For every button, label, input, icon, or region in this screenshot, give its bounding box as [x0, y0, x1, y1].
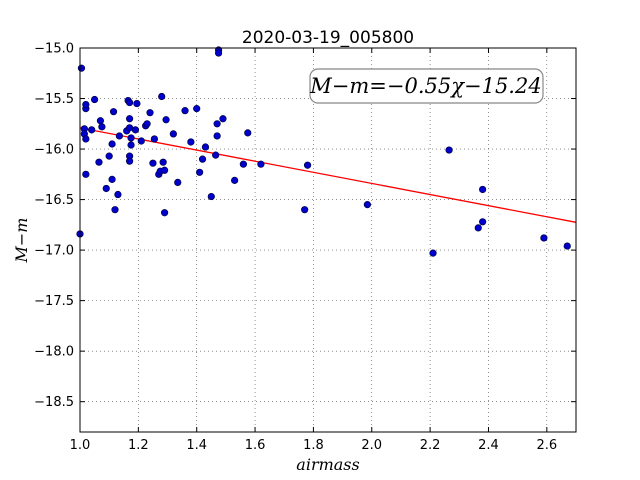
data-point: [114, 190, 122, 199]
y-tick-label: −17.0: [34, 244, 74, 259]
fit-line: [79, 127, 577, 223]
data-point: [214, 49, 223, 57]
x-tick-label: 2.2: [420, 438, 441, 453]
data-point: [213, 132, 221, 140]
data-point: [231, 176, 239, 184]
annotation-box: M−m=−0.55χ−15.24: [309, 68, 544, 104]
y-tick-label: −16.5: [34, 193, 74, 208]
data-point: [95, 158, 103, 166]
annotation-frame: [309, 68, 544, 104]
data-point: [82, 170, 90, 178]
x-tick-label: 2.6: [536, 438, 557, 453]
data-point: [111, 206, 119, 214]
data-point: [174, 178, 182, 186]
data-point: [127, 141, 135, 149]
y-tick-label: −15.5: [34, 92, 74, 107]
data-point: [82, 100, 90, 109]
data-point: [563, 242, 571, 250]
data-point: [131, 126, 140, 134]
data-point: [212, 151, 220, 159]
data-point: [143, 120, 151, 128]
x-axis-label: airmass: [296, 455, 359, 474]
data-point: [82, 135, 90, 143]
x-tick-label: 1.8: [303, 438, 324, 453]
data-point: [479, 185, 487, 194]
data-point: [301, 206, 309, 214]
data-point: [244, 129, 252, 137]
data-point: [161, 166, 169, 174]
data-point: [303, 161, 312, 169]
fit-equation: M−m=−0.55χ−15.24: [309, 74, 541, 98]
x-tick-labels: 1.0 1.2 1.4 1.6 1.8 2.0 2.2 2.4 2.6: [70, 438, 558, 453]
y-tick-label: −16.0: [34, 143, 74, 158]
data-point: [161, 209, 169, 217]
data-point: [88, 126, 96, 134]
x-tick-label: 1.4: [186, 438, 207, 453]
data-point: [108, 140, 116, 148]
fit-line-layer: [79, 127, 577, 223]
data-point: [126, 157, 134, 165]
data-point: [77, 64, 86, 72]
data-point: [150, 135, 158, 143]
data-point: [126, 98, 134, 107]
data-point: [193, 105, 201, 113]
x-tick-label: 1.0: [70, 438, 91, 453]
data-point: [207, 192, 215, 201]
data-point: [115, 132, 123, 140]
data-point: [540, 234, 548, 242]
y-axis-label: M−m: [12, 218, 31, 264]
data-point: [146, 109, 154, 117]
data-point: [137, 137, 145, 145]
data-point: [169, 130, 177, 138]
data-point: [133, 99, 141, 108]
data-point: [198, 155, 207, 163]
data-point: [158, 92, 166, 101]
data-point: [479, 218, 487, 226]
data-point: [126, 115, 134, 123]
data-point: [445, 146, 453, 154]
data-point: [105, 152, 113, 160]
data-point: [108, 175, 116, 183]
grid: [79, 47, 576, 432]
data-point: [219, 115, 227, 123]
x-tick-label: 1.6: [245, 438, 266, 453]
data-point: [90, 95, 99, 104]
data-point: [213, 120, 221, 128]
data-point: [149, 159, 157, 167]
data-point: [257, 160, 265, 168]
chart-title: 2020-03-19_005800: [242, 28, 414, 48]
plot-frame: [79, 47, 577, 433]
data-point: [181, 107, 189, 115]
x-tick-label: 2.0: [361, 438, 382, 453]
y-tick-label: −18.5: [34, 395, 74, 410]
x-tick-label: 2.4: [478, 438, 499, 453]
y-tick-label: −18.0: [34, 345, 74, 360]
data-point: [239, 160, 247, 168]
data-point: [96, 117, 105, 125]
data-point: [363, 201, 371, 209]
data-point: [201, 143, 210, 151]
data-point: [102, 184, 110, 193]
data-point: [98, 123, 106, 131]
data-point: [474, 224, 482, 232]
y-tick-label: −17.5: [34, 294, 74, 309]
y-tick-labels: −15.0 −15.5 −16.0 −16.5 −17.0 −17.5 −18.0 −18.5: [34, 42, 74, 411]
data-point: [196, 168, 204, 176]
data-point: [127, 134, 135, 142]
data-point: [109, 108, 118, 116]
x-tick-label: 1.2: [128, 438, 149, 453]
data-point: [162, 116, 170, 124]
axis-ticks: [79, 47, 576, 432]
y-tick-label: −15.0: [34, 42, 74, 57]
data-point: [159, 158, 167, 166]
data-point: [187, 138, 195, 146]
data-point: [429, 249, 437, 257]
